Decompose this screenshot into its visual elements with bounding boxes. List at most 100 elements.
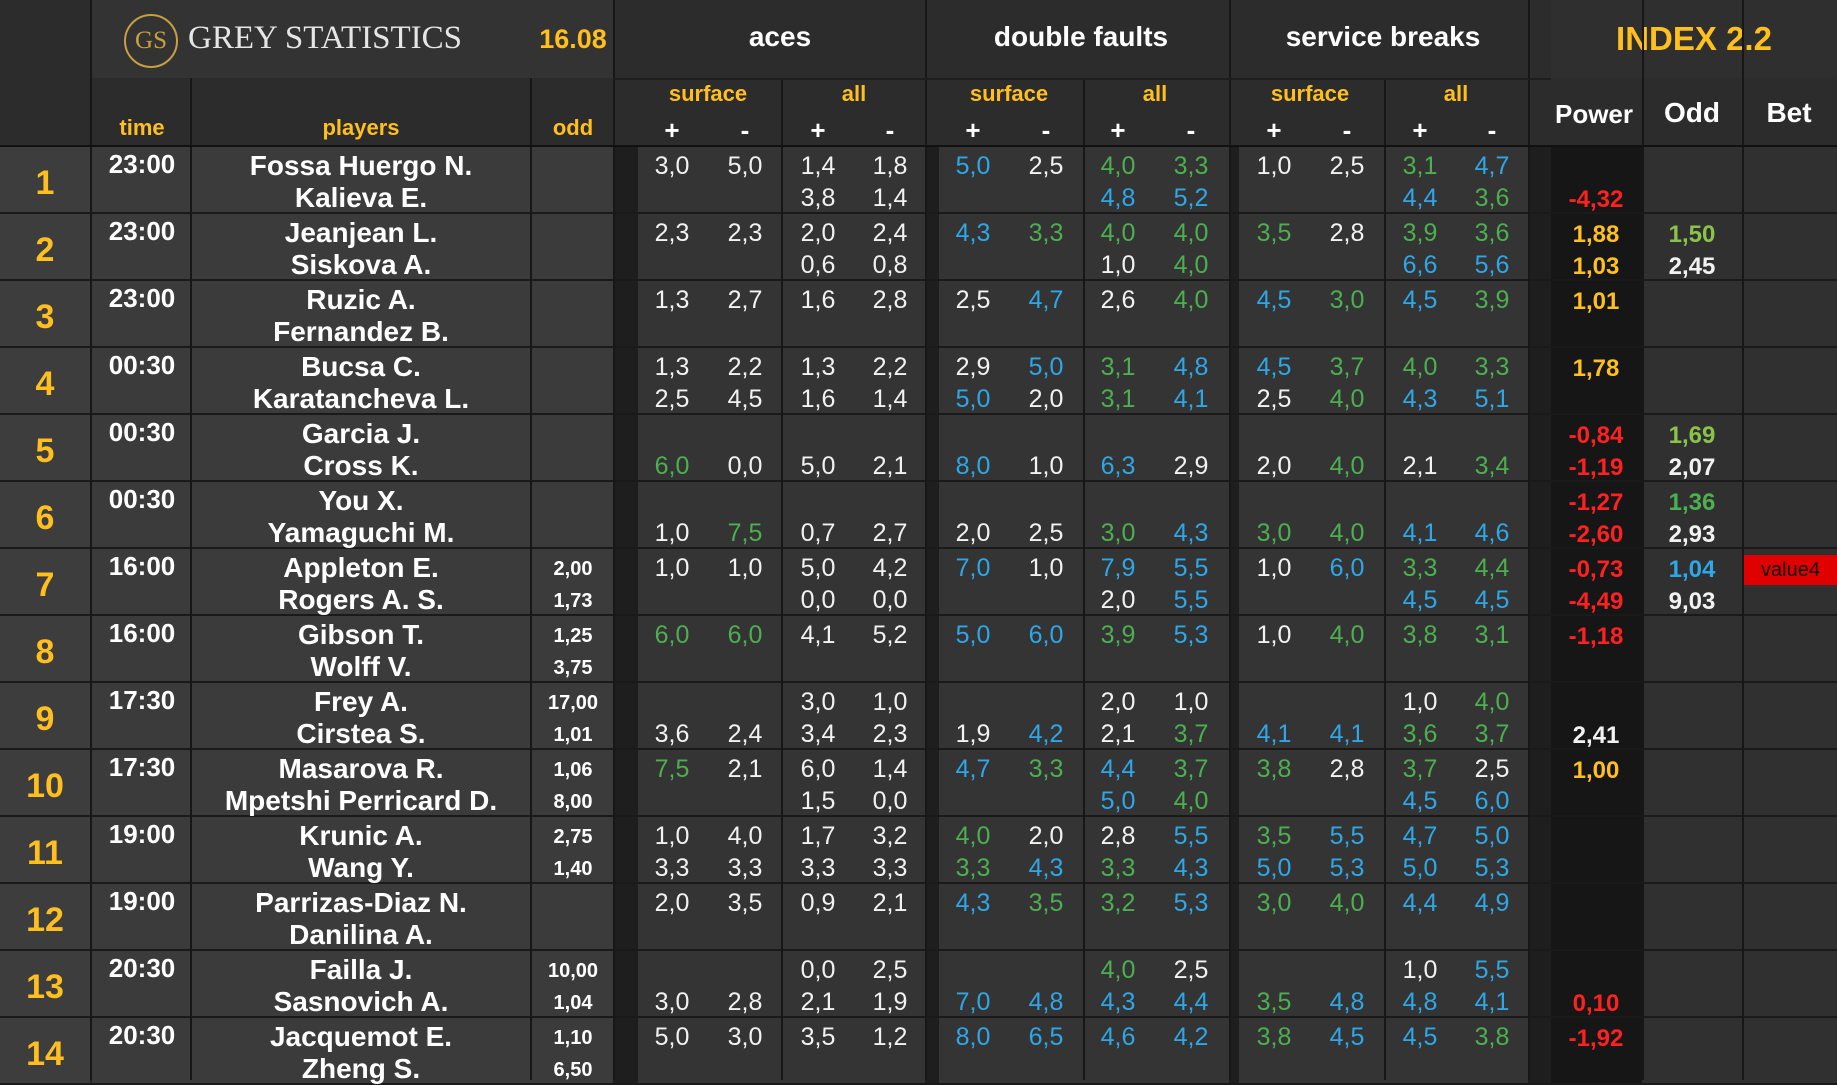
bet-cell	[1742, 884, 1837, 951]
bet-cell	[1742, 951, 1837, 1018]
stat-value: 3,3	[1402, 554, 1438, 582]
stat-value: 1,0	[654, 554, 690, 582]
power-value-2: 0,10	[1572, 990, 1620, 1017]
stat-value: 3,5	[1256, 988, 1292, 1016]
stat-value: 4,1	[1402, 519, 1438, 547]
player-2-odd: 1,73	[553, 590, 593, 612]
stat-value: 4,3	[955, 889, 991, 917]
separator-cell	[613, 214, 638, 281]
row-number: 3	[35, 298, 55, 336]
stat-value: 6,0	[654, 621, 690, 649]
stat-value: 2,0	[1100, 688, 1136, 716]
player-1-odd: 1,06	[553, 759, 593, 781]
stat-value: 3,9	[1474, 286, 1510, 314]
plus-subheader: +	[965, 115, 981, 145]
all-subheader: all	[1142, 81, 1168, 106]
power-value-2: -2,60	[1568, 521, 1624, 548]
stat-value: 3,0	[1100, 519, 1136, 547]
match-time: 00:30	[108, 350, 176, 380]
player-1-odd: 2,00	[553, 558, 593, 580]
player-1-name: Parrizas-Diaz N.	[255, 887, 467, 918]
row-divider	[0, 212, 1837, 214]
separator-cell	[1528, 683, 1551, 750]
row-number: 1	[35, 164, 55, 202]
player-2-name: Kalieva E.	[294, 182, 428, 213]
row-number-cell	[0, 616, 90, 683]
stat-value: 8,0	[955, 452, 991, 480]
player-1-name: Jacquemot E.	[269, 1021, 453, 1052]
service-breaks-cell	[1239, 147, 1528, 214]
stat-value: 3,4	[1474, 452, 1510, 480]
stat-value: 7,0	[955, 988, 991, 1016]
stat-value: 3,1	[1100, 385, 1136, 413]
separator-cell	[1229, 482, 1239, 549]
separator-cell	[925, 415, 939, 482]
stat-value: 1,9	[955, 720, 991, 748]
index-odd-cell	[1642, 482, 1742, 549]
stat-value: 4,0	[1173, 219, 1209, 247]
stat-value: 5,5	[1173, 586, 1209, 614]
separator-cell	[1229, 817, 1239, 884]
player-2-name: Mpetshi Perricard D.	[224, 785, 498, 816]
stat-value: 4,5	[1402, 787, 1438, 815]
power-cell	[1551, 214, 1642, 281]
all-subheader: all	[1443, 81, 1469, 106]
stat-value: 2,5	[955, 286, 991, 314]
bet-column-header: Bet	[1766, 97, 1812, 128]
row-number: 12	[26, 901, 64, 939]
power-cell	[1551, 1018, 1642, 1085]
separator-cell	[613, 147, 638, 214]
separator-cell	[613, 549, 638, 616]
stat-value: 5,5	[1474, 956, 1510, 984]
stat-value: 3,7	[1173, 720, 1209, 748]
stat-value: 4,0	[1329, 889, 1365, 917]
column-divider	[925, 0, 927, 1080]
service-breaks-cell	[1239, 415, 1528, 482]
index-title-band	[1551, 0, 1837, 78]
bet-cell	[1742, 348, 1837, 415]
player-1-name: Bucsa C.	[301, 351, 421, 382]
header-divider	[0, 145, 1837, 147]
stat-value: 4,2	[872, 554, 908, 582]
player-2-name: Cirstea S.	[296, 718, 426, 749]
stat-value: 3,3	[800, 854, 836, 882]
row-number: 10	[26, 767, 64, 805]
stat-value: 1,0	[872, 688, 908, 716]
stat-value: 4,3	[1173, 854, 1209, 882]
index-odd-cell	[1642, 817, 1742, 884]
stat-value: 3,3	[1173, 152, 1209, 180]
stat-value: 3,7	[1173, 755, 1209, 783]
match-info-cell	[92, 214, 613, 281]
stat-value: 2,0	[1028, 385, 1064, 413]
match-info-cell	[92, 951, 613, 1018]
separator-cell	[1528, 482, 1551, 549]
player-1-odd: 1,10	[553, 1027, 593, 1049]
stat-value: 0,9	[800, 889, 836, 917]
player-2-name: Wang Y.	[308, 852, 414, 883]
stat-value: 1,6	[800, 286, 836, 314]
row-divider	[0, 480, 1837, 482]
stat-value: 2,1	[872, 452, 908, 480]
row-divider	[0, 949, 1837, 951]
index-odd-2: 2,07	[1668, 454, 1716, 481]
separator-cell	[925, 817, 939, 884]
bet-cell	[1742, 817, 1837, 884]
stat-value: 4,8	[1173, 353, 1209, 381]
separator-cell	[1528, 616, 1551, 683]
column-divider	[1384, 78, 1386, 1080]
player-2-name: Karatancheva L.	[252, 383, 470, 414]
match-time: 23:00	[108, 283, 176, 313]
stat-value: 5,0	[1474, 822, 1510, 850]
plus-subheader: +	[1266, 115, 1282, 145]
stat-value: 4,1	[1173, 385, 1209, 413]
stat-value: 3,7	[1474, 720, 1510, 748]
stat-value: 5,3	[1329, 854, 1365, 882]
stat-value: 2,5	[1028, 152, 1064, 180]
stat-value: 4,5	[1402, 586, 1438, 614]
separator-cell	[925, 348, 939, 415]
separator-cell	[613, 750, 638, 817]
stat-value: 4,0	[1329, 452, 1365, 480]
logo-initials: GS	[135, 27, 167, 54]
stat-value: 1,3	[800, 353, 836, 381]
separator-cell	[1528, 147, 1551, 214]
